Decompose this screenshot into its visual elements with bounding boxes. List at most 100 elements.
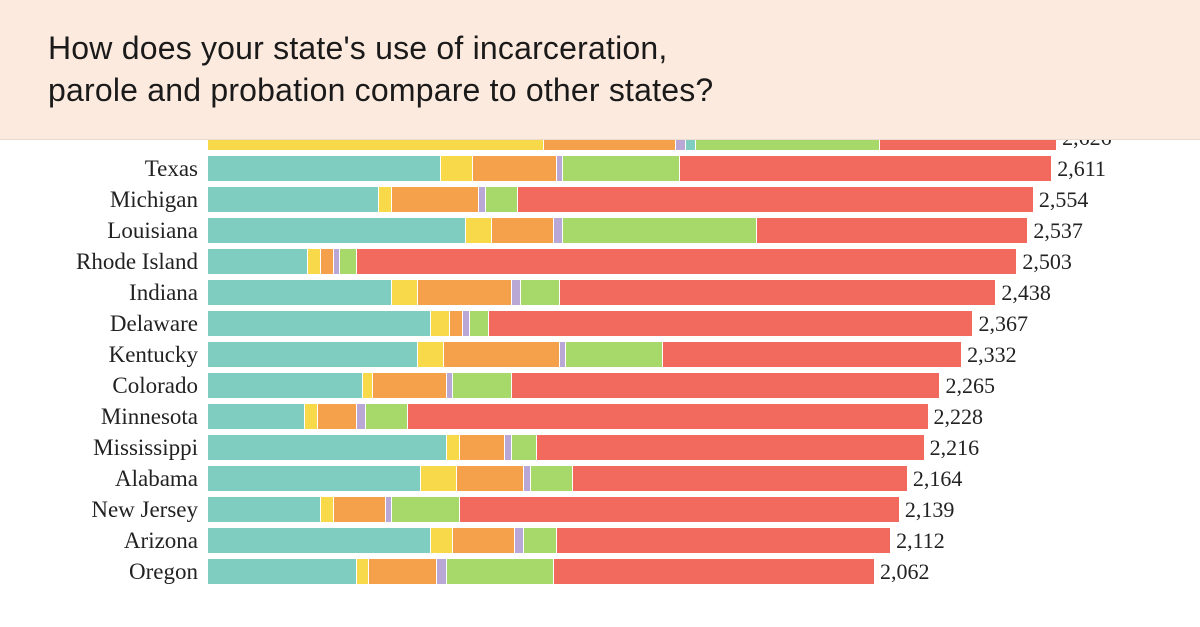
row-total: 2,062 [880, 559, 930, 585]
bar-segment [489, 311, 972, 336]
bar-segment [453, 373, 511, 398]
bar-segment [524, 528, 556, 553]
row-total: 2,611 [1057, 156, 1106, 182]
state-label: New Jersey [0, 497, 208, 523]
bar-track: 2,503 [208, 249, 1108, 274]
row-total: 2,164 [913, 466, 963, 492]
bar-segment [363, 373, 373, 398]
bar-segment [208, 342, 418, 367]
bar-track: 2,626 [208, 140, 1112, 150]
bar-segment [373, 373, 447, 398]
stacked-bar [208, 218, 1027, 243]
state-label: Mississippi [0, 435, 208, 461]
state-label: Kentucky [0, 342, 208, 368]
bar-segment [321, 249, 334, 274]
state-label: Arizona [0, 528, 208, 554]
bar-segment [418, 342, 444, 367]
bar-segment [676, 140, 686, 150]
table-row: Rhode Island2,503 [0, 246, 1200, 277]
bar-segment [515, 528, 525, 553]
bar-track: 2,367 [208, 311, 1108, 336]
row-total: 2,228 [934, 404, 984, 430]
page-title: How does your state's use of incarcerati… [48, 28, 1152, 111]
state-label: Colorado [0, 373, 208, 399]
stacked-bar-chart: 2,626Texas2,611Michigan2,554Louisiana2,5… [0, 140, 1200, 587]
row-total: 2,216 [930, 435, 980, 461]
bar-track: 2,164 [208, 466, 1108, 491]
stacked-bar [208, 311, 972, 336]
title-line-1: How does your state's use of incarcerati… [48, 30, 667, 66]
bar-track: 2,112 [208, 528, 1108, 553]
stacked-bar [208, 528, 890, 553]
table-row: Mississippi 2,216 [0, 432, 1200, 463]
bar-segment [557, 528, 890, 553]
bar-segment [447, 559, 554, 584]
chart-viewport: 2,626Texas2,611Michigan2,554Louisiana2,5… [0, 140, 1200, 627]
bar-segment [366, 404, 408, 429]
bar-segment [450, 311, 463, 336]
bar-segment [357, 559, 370, 584]
state-label: Delaware [0, 311, 208, 337]
bar-segment [421, 466, 457, 491]
bar-segment [379, 187, 392, 212]
bar-segment [208, 373, 363, 398]
table-row: Alabama2,164 [0, 463, 1200, 494]
bar-segment [208, 218, 466, 243]
stacked-bar [208, 435, 924, 460]
table-row: Arizona 2,112 [0, 525, 1200, 556]
bar-segment [457, 466, 525, 491]
bar-segment [512, 435, 538, 460]
stacked-bar [208, 497, 899, 522]
stacked-bar [208, 249, 1016, 274]
stacked-bar [208, 404, 928, 429]
bar-segment [880, 140, 1056, 150]
bar-segment [486, 187, 518, 212]
row-total: 2,112 [896, 528, 945, 554]
bar-segment [563, 156, 679, 181]
bar-track: 2,228 [208, 404, 1108, 429]
bar-segment [554, 559, 874, 584]
bar-segment [208, 528, 431, 553]
bar-segment [492, 218, 553, 243]
bar-segment [392, 280, 418, 305]
bar-segment [318, 404, 357, 429]
bar-segment [408, 404, 927, 429]
bar-segment [560, 280, 995, 305]
bar-segment [466, 218, 492, 243]
table-row: Louisiana 2,537 [0, 215, 1200, 246]
state-label: Louisiana [0, 218, 208, 244]
bar-segment [392, 497, 460, 522]
row-total: 2,139 [905, 497, 955, 523]
bar-track: 2,139 [208, 497, 1108, 522]
table-row: Delaware2,367 [0, 308, 1200, 339]
bar-segment [321, 497, 334, 522]
state-label: Oregon [0, 559, 208, 585]
bar-segment [208, 559, 357, 584]
bar-segment [340, 249, 356, 274]
row-total: 2,537 [1033, 218, 1083, 244]
table-row: Minnesota2,228 [0, 401, 1200, 432]
bar-segment [554, 218, 564, 243]
bar-segment [544, 140, 676, 150]
bar-segment [208, 497, 321, 522]
bar-segment [208, 156, 441, 181]
bar-segment [470, 311, 489, 336]
bar-segment [208, 187, 379, 212]
state-label: Texas [0, 156, 208, 182]
state-label: Indiana [0, 280, 208, 306]
stacked-bar [208, 466, 907, 491]
table-row: Texas 2,611 [0, 153, 1200, 184]
bar-segment [441, 156, 473, 181]
bar-track: 2,216 [208, 435, 1108, 460]
bar-segment [208, 280, 392, 305]
bar-segment [208, 140, 544, 150]
bar-segment [208, 249, 308, 274]
bar-segment [473, 156, 557, 181]
bar-segment [369, 559, 437, 584]
stacked-bar [208, 140, 1056, 150]
bar-track: 2,611 [208, 156, 1108, 181]
table-row: Kentucky2,332 [0, 339, 1200, 370]
bar-segment [680, 156, 1052, 181]
state-label: Michigan [0, 187, 208, 213]
table-row: Oregon 2,062 [0, 556, 1200, 587]
